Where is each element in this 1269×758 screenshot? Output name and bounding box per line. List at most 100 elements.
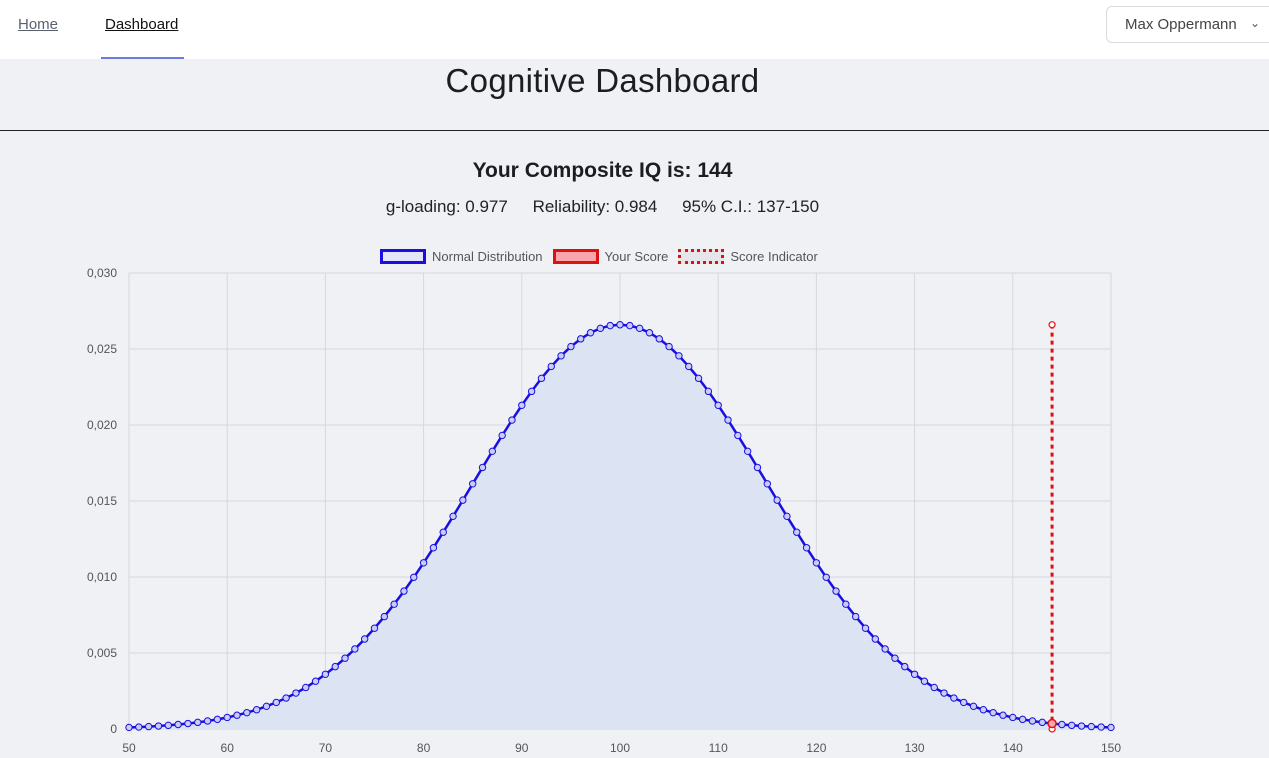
distribution-point xyxy=(233,711,241,719)
distribution-point xyxy=(429,544,438,552)
your-score-point xyxy=(1047,718,1057,729)
legend-score-indicator[interactable]: Score Indicator xyxy=(678,248,818,264)
distribution-point xyxy=(606,321,614,330)
distribution-point xyxy=(753,463,762,472)
distribution-point xyxy=(960,698,968,707)
distribution-point xyxy=(743,447,752,456)
legend-normal-distribution[interactable]: Normal Distribution xyxy=(380,248,543,264)
distribution-area xyxy=(129,324,1111,729)
distribution-point xyxy=(213,715,222,724)
distribution-point xyxy=(871,635,880,643)
distribution-point xyxy=(1009,713,1017,722)
distribution-point xyxy=(370,624,379,632)
distribution-point xyxy=(783,512,791,521)
legend-label: Normal Distribution xyxy=(432,248,543,264)
distribution-point xyxy=(547,362,555,371)
distribution-point xyxy=(989,708,997,717)
y-tick-label: 0,020 xyxy=(87,418,117,432)
distribution-point xyxy=(950,694,958,702)
legend-your-score[interactable]: Your Score xyxy=(552,248,669,264)
distribution-point xyxy=(655,335,663,343)
page-title: Cognitive Dashboard xyxy=(445,62,760,99)
nav-home-link[interactable]: Home xyxy=(18,16,59,33)
distribution-point xyxy=(125,723,133,732)
distribution-point xyxy=(685,362,693,371)
user-menu-button[interactable]: Max Oppermann ⌄ xyxy=(1106,6,1269,43)
x-tick-label: 140 xyxy=(1003,741,1023,755)
distribution-point xyxy=(851,612,860,621)
x-tick-label: 70 xyxy=(319,741,333,755)
distribution-point xyxy=(694,374,703,383)
distribution-point xyxy=(635,324,644,333)
distribution-point xyxy=(292,689,300,697)
distribution-point xyxy=(419,559,428,567)
reliability-text: Reliability: 0.984 xyxy=(532,197,658,216)
distribution-point xyxy=(135,723,143,731)
y-tick-label: 0 xyxy=(110,722,117,736)
distribution-point xyxy=(223,713,231,722)
distribution-point xyxy=(1107,723,1115,732)
y-tick-label: 0,005 xyxy=(87,646,117,660)
distribution-point xyxy=(498,431,506,440)
distribution-point xyxy=(665,342,673,351)
distribution-point xyxy=(1058,720,1066,729)
distribution-point xyxy=(537,374,546,383)
confidence-interval-text: 95% C.I.: 137-150 xyxy=(682,197,820,216)
distribution-point xyxy=(1087,722,1096,731)
distribution-point xyxy=(714,401,722,409)
top-navbar: Home Dashboard Max Oppermann ⌄ xyxy=(0,0,1269,59)
distribution-point xyxy=(449,512,457,521)
distribution-point xyxy=(1097,723,1105,731)
distribution-point xyxy=(390,600,398,608)
distribution-point xyxy=(282,694,290,702)
distribution-point xyxy=(920,677,929,685)
distribution-point xyxy=(979,706,988,714)
distribution-point xyxy=(164,721,172,730)
distribution-point xyxy=(881,645,889,653)
distribution-point xyxy=(645,329,654,337)
distribution-point xyxy=(822,573,830,581)
y-tick-label: 0,030 xyxy=(87,266,117,280)
x-tick-label: 60 xyxy=(221,741,235,755)
x-tick-label: 150 xyxy=(1101,741,1121,755)
distribution-point xyxy=(174,720,182,729)
distribution-point xyxy=(861,624,870,632)
distribution-point xyxy=(194,718,202,727)
distribution-point xyxy=(272,698,280,707)
distribution-point xyxy=(321,670,330,678)
distribution-point xyxy=(252,706,261,714)
distribution-point xyxy=(734,431,742,440)
distribution-point xyxy=(1028,717,1037,725)
distribution-point xyxy=(262,702,271,711)
distribution-point xyxy=(675,352,683,360)
user-name: Max Oppermann xyxy=(1125,16,1237,33)
distribution-point xyxy=(891,654,899,662)
active-tab-indicator xyxy=(101,57,184,59)
distribution-point xyxy=(626,321,634,330)
distribution-point xyxy=(508,416,516,424)
distribution-point xyxy=(144,722,153,731)
nav-dashboard-link[interactable]: Dashboard xyxy=(105,16,179,33)
distribution-point xyxy=(596,324,605,333)
distribution-point xyxy=(812,559,821,567)
score-indicator-top-point xyxy=(1048,321,1056,329)
distribution-point xyxy=(724,416,732,424)
legend-label: Score Indicator xyxy=(730,248,818,264)
distribution-point xyxy=(704,387,713,396)
x-tick-label: 80 xyxy=(417,741,431,755)
distribution-point xyxy=(1038,718,1046,727)
distribution-point xyxy=(243,708,251,717)
distribution-point xyxy=(940,689,948,697)
distribution-point xyxy=(557,352,565,360)
x-tick-label: 90 xyxy=(515,741,529,755)
distribution-point xyxy=(360,635,369,643)
distribution-point xyxy=(469,480,477,488)
distribution-point xyxy=(488,447,497,456)
chart-legend: Normal Distribution Your Score Score Ind… xyxy=(380,246,828,266)
legend-label: Your Score xyxy=(604,248,669,264)
distribution-point xyxy=(351,645,359,653)
distribution-point xyxy=(184,719,192,728)
distribution-point xyxy=(616,321,624,329)
distribution-point xyxy=(1077,722,1086,730)
